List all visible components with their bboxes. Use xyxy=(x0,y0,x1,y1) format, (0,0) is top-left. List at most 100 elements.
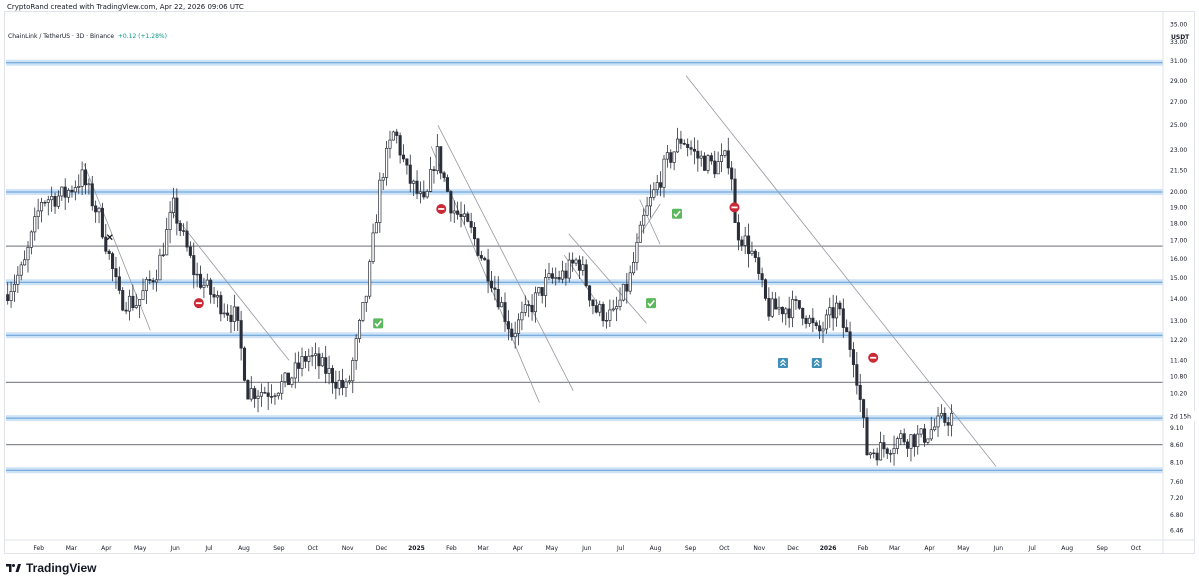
candle-up xyxy=(344,381,348,388)
time-tick-label: Oct xyxy=(719,545,730,552)
price-tick-label: 11.40 xyxy=(1170,357,1187,364)
price-tick-label: 21.50 xyxy=(1170,167,1187,174)
price-tick-label: 25.00 xyxy=(1170,122,1187,129)
candle-up xyxy=(828,307,832,316)
candle-up xyxy=(655,182,659,191)
horizontal-levels xyxy=(6,59,1163,474)
candle-down xyxy=(753,250,757,258)
candle-down xyxy=(192,255,196,276)
candle-down xyxy=(324,357,328,374)
time-tick-label: Sep xyxy=(273,545,285,552)
candle-down xyxy=(506,321,510,330)
time-tick-label: Sep xyxy=(1096,545,1108,552)
candle-down xyxy=(767,298,771,317)
candle-up xyxy=(273,395,277,397)
candle-up xyxy=(351,360,355,382)
candle-down xyxy=(730,167,734,180)
candle-up xyxy=(513,333,517,337)
candle-up xyxy=(868,452,872,456)
candle-down xyxy=(584,264,588,287)
check-icon-mark xyxy=(647,300,655,307)
candle-up xyxy=(824,314,828,330)
candle-down xyxy=(330,367,334,384)
candle-down xyxy=(510,328,514,337)
candle-down xyxy=(239,320,243,349)
candle-down xyxy=(242,347,247,381)
candle-down xyxy=(401,154,406,160)
candle-down xyxy=(594,305,598,313)
candle-down xyxy=(550,273,554,279)
check-icon-bg xyxy=(373,318,384,329)
candle-up xyxy=(280,381,284,394)
time-tick-label: Jun xyxy=(169,545,180,552)
trend-line xyxy=(170,210,290,361)
candle-up xyxy=(385,147,389,178)
candle-down xyxy=(774,298,778,310)
price-tick-label: 23.00 xyxy=(1170,147,1187,154)
candle-down xyxy=(703,155,707,171)
candle-up xyxy=(523,304,527,313)
candle-up xyxy=(807,317,812,324)
candle-down xyxy=(303,356,307,362)
time-axis[interactable]: Feb Mar Apr May Jun Jul Aug Sep Oct Nov Dec 2025 Feb… xyxy=(4,539,1195,552)
candle-up xyxy=(598,304,602,313)
candle-up xyxy=(33,216,37,233)
current-price-tag: 2d 15h xyxy=(1165,411,1195,422)
candle-down xyxy=(689,147,693,150)
candle-down xyxy=(185,230,189,248)
candle-up xyxy=(743,235,747,246)
price-change: +0.12 (+1.28%) xyxy=(117,33,167,40)
candle-up xyxy=(645,205,649,216)
candle-up xyxy=(168,212,172,230)
time-tick-label: Nov xyxy=(753,545,765,552)
candle-down xyxy=(669,152,673,163)
symbol-legend[interactable]: ChainLink / TetherUS · 3D · Binance +0.1… xyxy=(8,33,167,40)
candle-up xyxy=(327,367,331,374)
candle-up xyxy=(36,210,40,218)
candle-down xyxy=(838,302,842,310)
candle-up xyxy=(929,429,933,440)
candle-up xyxy=(371,232,375,262)
candle-down xyxy=(797,300,801,309)
candle-down xyxy=(151,280,155,283)
candle-down xyxy=(679,138,683,144)
candle-up xyxy=(723,150,727,156)
candle-up xyxy=(259,392,263,397)
no-entry-icon-bar xyxy=(438,208,445,210)
candle-up xyxy=(60,186,64,197)
candle-up xyxy=(165,229,169,256)
candle-up xyxy=(354,338,358,361)
candle-up xyxy=(750,250,754,255)
price-tick-label: 13.00 xyxy=(1170,318,1187,325)
time-tick-label: Jun xyxy=(993,545,1004,552)
candle-down xyxy=(943,412,947,423)
time-tick-label: 2025 xyxy=(408,545,425,552)
price-tick-label: 18.00 xyxy=(1170,221,1187,228)
candle-down xyxy=(865,417,869,456)
candle-up xyxy=(249,388,253,400)
trend-line xyxy=(430,146,540,403)
candle-down xyxy=(845,327,849,333)
price-axis[interactable]: USDT 35.00 33.00 31.00 29.00 27.00 25.00 23.00… xyxy=(1162,11,1190,554)
candle-up xyxy=(452,210,456,214)
price-tick-label: 6.46 xyxy=(1170,527,1184,534)
trend-line xyxy=(437,125,574,391)
candle-up xyxy=(611,308,615,311)
candle-down xyxy=(395,131,399,136)
candle-up xyxy=(608,309,612,321)
candle-up xyxy=(950,412,954,426)
price-tick-label: 35.00 xyxy=(1170,21,1187,28)
time-tick-label: May xyxy=(957,545,970,552)
candle-down xyxy=(178,222,182,231)
chart-frame[interactable] xyxy=(4,11,1195,554)
candle-up xyxy=(222,312,226,315)
candle-up xyxy=(672,151,676,163)
candle-down xyxy=(740,239,744,246)
candle-down xyxy=(794,299,798,301)
candle-down xyxy=(588,285,592,301)
candle-down xyxy=(124,309,128,312)
candle-down xyxy=(253,388,257,399)
candle-down xyxy=(405,158,409,166)
no-entry-icon xyxy=(193,298,204,309)
